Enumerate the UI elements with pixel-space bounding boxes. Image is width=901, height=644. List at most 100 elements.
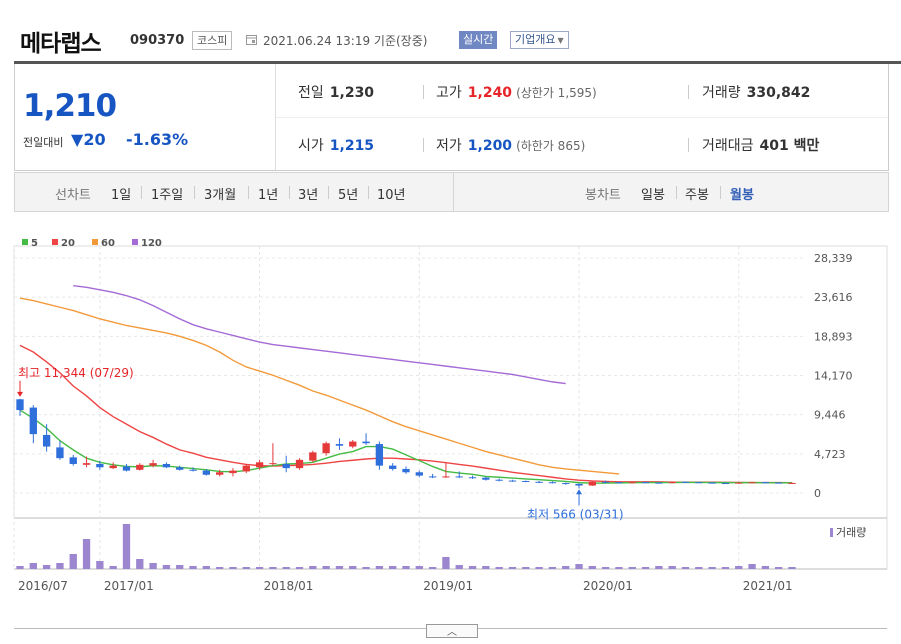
volume-bar: [655, 566, 663, 569]
candle: [535, 481, 543, 483]
company-overview-dropdown[interactable]: 기업개요 ▼: [510, 31, 569, 49]
volume-bar: [402, 566, 410, 569]
current-price: 1,210: [23, 88, 117, 124]
volume-bar: [775, 567, 783, 569]
volume-bar: [229, 567, 237, 569]
divider: [676, 186, 677, 199]
candle: [215, 472, 224, 475]
volume-bar: [162, 565, 171, 569]
legend-swatch: [92, 239, 98, 245]
candle: [96, 463, 104, 468]
candle: [695, 482, 703, 484]
header-divider: [14, 61, 901, 64]
collapse-button[interactable]: ︿: [426, 624, 478, 638]
realtime-button[interactable]: 실시간: [459, 31, 498, 49]
open-price: 시가 1,215: [298, 135, 374, 155]
stock-code: 090370: [130, 33, 185, 48]
period-3m[interactable]: 3개월: [204, 188, 237, 203]
volume-bar: [295, 567, 304, 569]
candle: [415, 472, 423, 476]
divider: [423, 85, 424, 99]
period-1y[interactable]: 1년: [258, 188, 279, 203]
legend-label: 60: [101, 238, 115, 249]
candle: [442, 476, 450, 478]
volume-bar: [761, 566, 770, 569]
change-amount: ▼20: [71, 130, 106, 149]
candle: [668, 481, 676, 484]
volume-bar: [522, 567, 530, 569]
upper-limit: (상한가 1,595): [516, 86, 597, 100]
period-5y[interactable]: 5년: [338, 188, 359, 203]
period-3y[interactable]: 3년: [298, 188, 319, 203]
ma60-line: [19, 297, 620, 475]
volume-bar: [322, 566, 330, 569]
candle: [468, 477, 477, 479]
candle: [282, 463, 290, 469]
candle: [455, 476, 463, 478]
candle: [176, 467, 184, 470]
trade-value-value: 401 백만: [759, 138, 820, 154]
candle: [588, 481, 597, 486]
volume-bar: [575, 564, 583, 569]
candle: [775, 482, 783, 484]
volume-bar: [455, 565, 463, 569]
legend-label: 120: [141, 238, 162, 249]
candle: [122, 466, 131, 471]
divider: [720, 186, 721, 199]
legend-swatch: [132, 239, 138, 245]
period-monthly[interactable]: 월봉: [730, 188, 754, 203]
low-annotation: 최저 566 (03/31): [527, 507, 624, 521]
stock-header: 메타랩스 090370 코스피 2021.06.24 13:19 기준(장중) …: [0, 0, 901, 62]
x-tick-label: 2017/01: [104, 579, 154, 593]
volume-bar: [735, 566, 743, 569]
volume-bar: [628, 567, 636, 569]
change-percent: -1.63%: [126, 130, 189, 149]
candle: [482, 477, 490, 480]
change-amount-value: 20: [83, 130, 106, 149]
volume-bar: [282, 567, 290, 569]
candle: [362, 441, 370, 444]
volume-bar: [748, 564, 756, 569]
candle: [522, 480, 530, 482]
divider: [248, 186, 249, 199]
divider: [368, 186, 369, 199]
candle: [761, 482, 770, 484]
volume-bar: [442, 557, 450, 569]
period-daily[interactable]: 일봉: [641, 188, 665, 203]
y-tick-label: 9,446: [814, 409, 846, 422]
volume-bar: [482, 566, 490, 569]
period-1w[interactable]: 1주일: [151, 188, 184, 203]
candle: [681, 481, 690, 483]
low-value: 1,200: [467, 138, 513, 154]
candle: [428, 476, 437, 478]
stock-chart[interactable]: 28,339 23,616 18,893 14,170 9,446 4,723 0 2016/…: [0, 226, 901, 596]
x-tick-label: 2019/01: [423, 579, 473, 593]
chevron-up-icon: ︿: [447, 627, 457, 638]
ma20-line: [19, 344, 793, 484]
volume-bar: [548, 567, 557, 569]
volume-bar: [82, 539, 91, 569]
volume-bar: [695, 567, 703, 569]
y-tick-label: 28,339: [814, 252, 853, 265]
candle: [615, 482, 623, 484]
prev-close-label: 전일: [298, 85, 324, 101]
volume-bar: [269, 567, 277, 569]
row-divider: [276, 117, 888, 118]
volume-bar: [29, 563, 37, 569]
candle: [735, 482, 743, 484]
volume-bar: [508, 567, 517, 569]
stock-name: 메타랩스: [20, 31, 102, 57]
volume-bar: [109, 566, 117, 569]
open-label: 시가: [298, 138, 324, 154]
period-1d[interactable]: 1일: [111, 188, 132, 203]
divider: [194, 186, 195, 199]
chevron-down-icon: ▼: [557, 36, 564, 45]
candle: [495, 479, 503, 481]
candle: [349, 441, 357, 447]
candle: [788, 482, 796, 484]
volume-bar: [535, 567, 543, 569]
y-tick-label: 18,893: [814, 330, 853, 343]
period-weekly[interactable]: 주봉: [685, 188, 709, 203]
period-10y[interactable]: 10년: [377, 188, 406, 203]
candle: [548, 482, 557, 484]
